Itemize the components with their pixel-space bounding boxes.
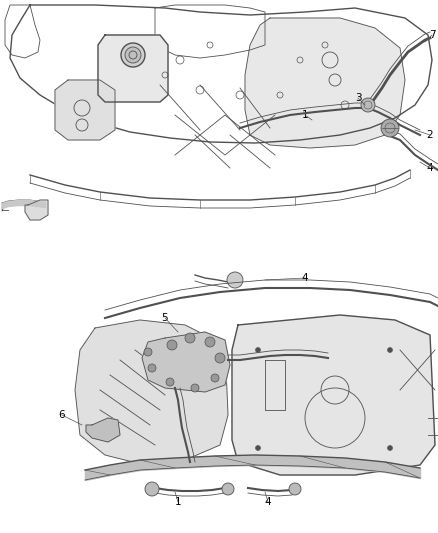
Circle shape xyxy=(125,47,141,63)
Circle shape xyxy=(227,272,243,288)
Text: 3: 3 xyxy=(355,93,361,103)
Polygon shape xyxy=(75,320,228,465)
Circle shape xyxy=(388,348,392,352)
Circle shape xyxy=(215,353,225,363)
Circle shape xyxy=(255,348,261,352)
Text: 1: 1 xyxy=(302,110,308,120)
Circle shape xyxy=(144,348,152,356)
Circle shape xyxy=(166,378,174,386)
Circle shape xyxy=(222,483,234,495)
Circle shape xyxy=(255,446,261,450)
Circle shape xyxy=(361,98,375,112)
Text: 7: 7 xyxy=(429,30,435,40)
Polygon shape xyxy=(142,332,230,392)
Polygon shape xyxy=(55,80,115,140)
Polygon shape xyxy=(245,18,405,148)
Circle shape xyxy=(145,482,159,496)
Circle shape xyxy=(185,333,195,343)
Circle shape xyxy=(289,483,301,495)
Text: 2: 2 xyxy=(427,130,433,140)
Polygon shape xyxy=(25,200,48,220)
Text: 4: 4 xyxy=(302,273,308,283)
Text: 5: 5 xyxy=(162,313,168,323)
Polygon shape xyxy=(98,35,168,102)
Polygon shape xyxy=(86,418,120,442)
Text: 6: 6 xyxy=(59,410,65,420)
Text: 4: 4 xyxy=(265,497,271,507)
Polygon shape xyxy=(232,315,435,475)
Circle shape xyxy=(211,374,219,382)
Circle shape xyxy=(167,340,177,350)
Circle shape xyxy=(205,337,215,347)
Circle shape xyxy=(381,119,399,137)
Circle shape xyxy=(388,446,392,450)
Text: 1: 1 xyxy=(175,497,181,507)
Text: 4: 4 xyxy=(427,163,433,173)
Circle shape xyxy=(148,364,156,372)
Circle shape xyxy=(121,43,145,67)
Circle shape xyxy=(191,384,199,392)
